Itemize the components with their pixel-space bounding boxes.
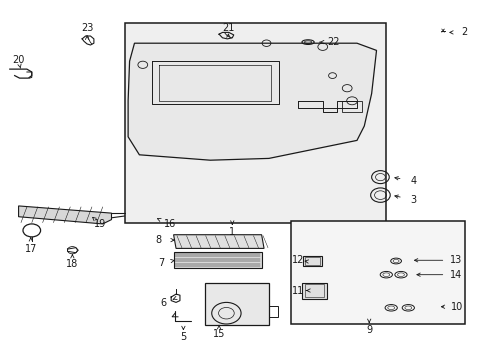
Text: 18: 18 bbox=[66, 258, 79, 269]
Text: 2: 2 bbox=[461, 27, 467, 37]
Bar bbox=[205, 283, 268, 325]
Bar bbox=[304, 284, 324, 297]
Text: 19: 19 bbox=[94, 219, 106, 229]
Text: 8: 8 bbox=[156, 235, 162, 245]
Text: 11: 11 bbox=[291, 285, 304, 296]
Bar bbox=[303, 256, 321, 266]
Text: 22: 22 bbox=[326, 37, 339, 47]
Text: 20: 20 bbox=[12, 55, 25, 66]
Polygon shape bbox=[19, 206, 111, 224]
Bar bbox=[290, 221, 464, 324]
Text: 1: 1 bbox=[229, 227, 235, 237]
Bar bbox=[302, 283, 326, 299]
Text: 13: 13 bbox=[449, 255, 462, 265]
Bar bbox=[268, 306, 277, 317]
Text: 7: 7 bbox=[158, 258, 164, 268]
Text: 16: 16 bbox=[163, 219, 176, 229]
Text: 23: 23 bbox=[81, 23, 93, 33]
Text: 3: 3 bbox=[409, 195, 415, 205]
Text: 15: 15 bbox=[212, 329, 225, 339]
Text: 14: 14 bbox=[449, 270, 462, 280]
Text: 21: 21 bbox=[222, 23, 234, 33]
Text: 12: 12 bbox=[291, 255, 304, 265]
Polygon shape bbox=[173, 252, 261, 268]
Text: 10: 10 bbox=[450, 302, 463, 312]
Text: 5: 5 bbox=[180, 332, 186, 342]
Text: 17: 17 bbox=[24, 244, 37, 254]
Text: 6: 6 bbox=[161, 298, 166, 308]
Bar bbox=[305, 257, 319, 265]
Polygon shape bbox=[128, 43, 376, 160]
Text: 4: 4 bbox=[409, 176, 415, 186]
Bar bbox=[124, 23, 386, 223]
Text: 9: 9 bbox=[366, 325, 371, 336]
Polygon shape bbox=[173, 235, 264, 248]
Bar bbox=[342, 101, 361, 112]
